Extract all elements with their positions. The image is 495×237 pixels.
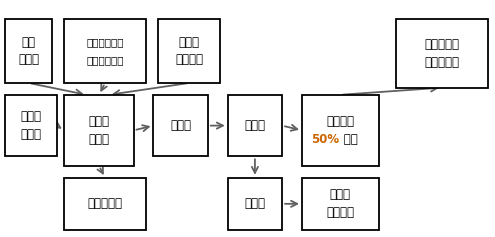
Text: 能电子发生器: 能电子发生器 (87, 37, 124, 47)
Bar (153, 95, 208, 156)
Bar (302, 178, 379, 230)
Bar (5, 19, 52, 83)
Text: 中间池: 中间池 (170, 119, 191, 132)
Bar (5, 95, 57, 156)
Bar (228, 178, 282, 230)
Bar (64, 95, 134, 166)
Text: 处理后污泥: 处理后污泥 (424, 56, 459, 69)
Text: 滤液池: 滤液池 (245, 197, 265, 210)
Text: 复合絮沉: 复合絮沉 (175, 53, 203, 66)
Text: 量污泥: 量污泥 (20, 110, 42, 123)
Text: 多功能: 多功能 (89, 133, 109, 146)
Bar (396, 19, 488, 88)
Text: 干化污泥: 干化污泥 (326, 115, 354, 128)
Text: 反应釜: 反应釜 (89, 115, 109, 128)
Text: 以下: 以下 (340, 133, 357, 146)
Bar (228, 95, 282, 156)
Text: 照射: 照射 (21, 36, 36, 49)
Text: 排放上清液: 排放上清液 (88, 197, 123, 210)
Text: 压滤机: 压滤机 (245, 119, 265, 132)
Text: 污水处理: 污水处理 (326, 206, 354, 219)
Bar (158, 19, 220, 83)
Text: 高含水: 高含水 (20, 128, 42, 141)
Bar (64, 19, 146, 83)
Text: 50%: 50% (311, 133, 339, 146)
Text: 空气源载荷高: 空气源载荷高 (87, 55, 124, 65)
Text: 的综合利用: 的综合利用 (424, 38, 459, 51)
Text: 絮凝剂: 絮凝剂 (179, 36, 200, 49)
Text: 紫外线: 紫外线 (18, 53, 39, 66)
Text: 池循环: 池循环 (330, 188, 351, 201)
Bar (302, 95, 379, 166)
Bar (64, 178, 146, 230)
